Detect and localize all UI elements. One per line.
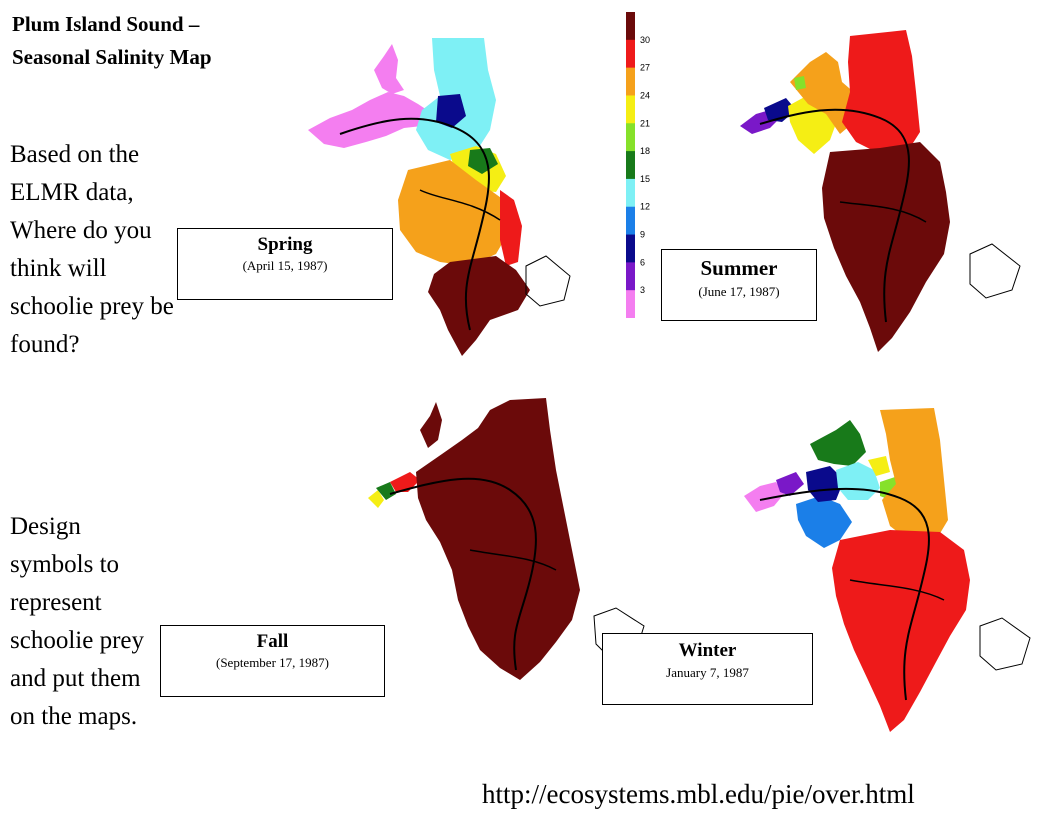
legend-swatch bbox=[626, 67, 635, 96]
fall-caption: Fall (September 17, 1987) bbox=[160, 625, 385, 697]
question-text: Based on the ELMR data, Where do you thi… bbox=[10, 141, 174, 358]
legend-swatch bbox=[626, 151, 635, 180]
spring-date: (April 15, 1987) bbox=[242, 258, 328, 273]
summer-date: (June 17, 1987) bbox=[698, 284, 780, 299]
legend-swatch bbox=[626, 262, 635, 291]
legend-label: 24 bbox=[640, 90, 650, 100]
summer-caption: Summer (June 17, 1987) bbox=[661, 249, 817, 321]
fall-date: (September 17, 1987) bbox=[215, 655, 329, 670]
legend-label: 3 bbox=[640, 285, 645, 295]
legend-label: 30 bbox=[640, 35, 650, 45]
spring-caption: Spring (April 15, 1987) bbox=[177, 228, 393, 300]
salinity-legend: 30 27 24 21 18 15 12 9 6 3 bbox=[626, 12, 650, 318]
legend-label: 21 bbox=[640, 118, 650, 128]
legend-label: 27 bbox=[640, 63, 650, 73]
legend-label: 9 bbox=[640, 230, 645, 240]
source-url[interactable]: http://ecosystems.mbl.edu/pie/over.html bbox=[482, 779, 915, 809]
fall-salinity-map bbox=[368, 398, 645, 680]
page-title: Plum Island Sound – Seasonal Salinity Ma… bbox=[12, 8, 302, 74]
legend-swatch bbox=[626, 123, 635, 152]
task-text: Design symbols to represent schoolie pre… bbox=[10, 513, 144, 730]
fall-label: Fall bbox=[256, 631, 289, 652]
winter-label: Winter bbox=[678, 640, 737, 661]
summer-salinity-map bbox=[740, 30, 1021, 352]
legend-label: 18 bbox=[640, 146, 650, 156]
spring-salinity-map bbox=[308, 38, 571, 356]
legend-label: 12 bbox=[640, 202, 650, 212]
title-line-2: Seasonal Salinity Map bbox=[12, 45, 212, 69]
summer-label: Summer bbox=[700, 256, 778, 280]
legend-swatch bbox=[626, 12, 635, 41]
legend-swatch bbox=[626, 95, 635, 124]
legend-label: 6 bbox=[640, 257, 645, 267]
spring-label: Spring bbox=[257, 234, 313, 255]
winter-caption: Winter January 7, 1987 bbox=[602, 633, 813, 705]
legend-label: 15 bbox=[640, 174, 650, 184]
title-line-1: Plum Island Sound – bbox=[12, 12, 200, 36]
legend-swatch bbox=[626, 234, 635, 263]
winter-salinity-map bbox=[744, 408, 1031, 732]
legend-swatch bbox=[626, 290, 635, 318]
legend-swatch bbox=[626, 39, 635, 69]
legend-swatch bbox=[626, 206, 635, 236]
legend-swatch bbox=[626, 178, 635, 208]
winter-date: January 7, 1987 bbox=[666, 665, 749, 680]
